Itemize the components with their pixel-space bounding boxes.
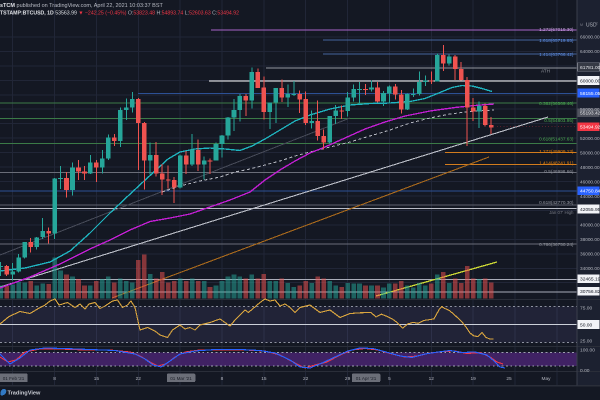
svg-text:0.00: 0.00: [580, 368, 590, 374]
svg-text:0.382(56569.46): 0.382(56569.46): [539, 101, 574, 106]
svg-text:50.00: 50.00: [580, 322, 593, 328]
svg-text:1.272(49909.13): 1.272(49909.13): [539, 149, 574, 154]
svg-text:TradingView: TradingView: [8, 390, 41, 396]
svg-text:M: M: [580, 23, 583, 27]
svg-text:56000.00: 56000.00: [580, 107, 600, 112]
svg-text:42055.95: 42055.95: [580, 207, 600, 213]
svg-text:46000.00: 46000.00: [580, 179, 600, 184]
svg-text:ATH: ATH: [541, 69, 550, 74]
svg-text:Jan 07' High: Jan 07' High: [549, 210, 574, 215]
svg-text:8: 8: [53, 376, 56, 382]
svg-text:60000.00: 60000.00: [580, 78, 600, 84]
svg-text:01 Feb '21: 01 Feb '21: [3, 376, 25, 381]
svg-text:66000.00: 66000.00: [580, 35, 600, 40]
svg-text:100.00: 100.00: [580, 348, 595, 354]
svg-text:0.786(36750.24): 0.786(36750.24): [539, 242, 574, 247]
svg-text:22: 22: [136, 376, 142, 382]
svg-text:64000.00: 64000.00: [580, 49, 600, 54]
svg-text:32465.19: 32465.19: [580, 277, 600, 283]
svg-text:15: 15: [94, 376, 100, 382]
svg-text:X: X: [596, 22, 599, 26]
svg-text:1.414(63766.42): 1.414(63766.42): [539, 52, 574, 57]
svg-text:1.414(48241.91): 1.414(48241.91): [539, 161, 574, 166]
svg-text:TSTAMP:BTCUSD, 1D 53563.99 ▼ −: TSTAMP:BTCUSD, 1D 53563.99 ▼ −242.25 (−0…: [0, 11, 239, 17]
svg-text:0.5(54803.95): 0.5(54803.95): [544, 118, 574, 123]
svg-text:36000.00: 36000.00: [580, 252, 600, 257]
svg-text:0.618(42770.30): 0.618(42770.30): [539, 200, 574, 205]
svg-text:30756.82: 30756.82: [580, 289, 600, 295]
svg-text:8: 8: [221, 376, 224, 382]
svg-text:55193.42: 55193.42: [580, 111, 600, 117]
svg-text:44750.84: 44750.84: [580, 189, 600, 195]
svg-text:25: 25: [506, 376, 512, 382]
svg-text:0.5(46998.66): 0.5(46998.66): [544, 169, 574, 174]
svg-text:1.618(65719.65): 1.618(65719.65): [539, 38, 574, 43]
svg-text:29: 29: [345, 376, 351, 382]
svg-text:34000.00: 34000.00: [580, 266, 600, 271]
svg-text:12: 12: [429, 376, 435, 382]
svg-text:1.272(67019.30): 1.272(67019.30): [539, 27, 574, 32]
svg-text:61781.00: 61781.00: [580, 65, 600, 71]
svg-text:May: May: [541, 376, 551, 382]
svg-text:38000.00: 38000.00: [580, 237, 600, 242]
svg-text:52000.00: 52000.00: [580, 136, 600, 141]
svg-text:53494.92: 53494.92: [580, 125, 600, 131]
svg-text:22: 22: [303, 376, 309, 382]
svg-text:5: 5: [388, 376, 391, 382]
svg-text:USD: USD: [586, 23, 597, 29]
svg-text:sTCM published on TradingView.: sTCM published on TradingView.com, April…: [0, 3, 164, 9]
svg-text:15: 15: [261, 376, 267, 382]
svg-text:40000.00: 40000.00: [580, 223, 600, 228]
svg-text:75.00: 75.00: [580, 306, 593, 312]
svg-text:48000.00: 48000.00: [580, 165, 600, 170]
svg-text:01 Mar '21: 01 Mar '21: [170, 376, 192, 381]
svg-text:19: 19: [471, 376, 477, 382]
svg-text:50000.00: 50000.00: [580, 150, 600, 155]
svg-text:0.618(51437.63): 0.618(51437.63): [539, 137, 574, 142]
svg-text:25.00: 25.00: [580, 339, 593, 345]
svg-text:58155.05: 58155.05: [580, 91, 600, 97]
svg-text:44000.00: 44000.00: [580, 194, 600, 199]
svg-text:01 Apr '21: 01 Apr '21: [356, 376, 377, 381]
